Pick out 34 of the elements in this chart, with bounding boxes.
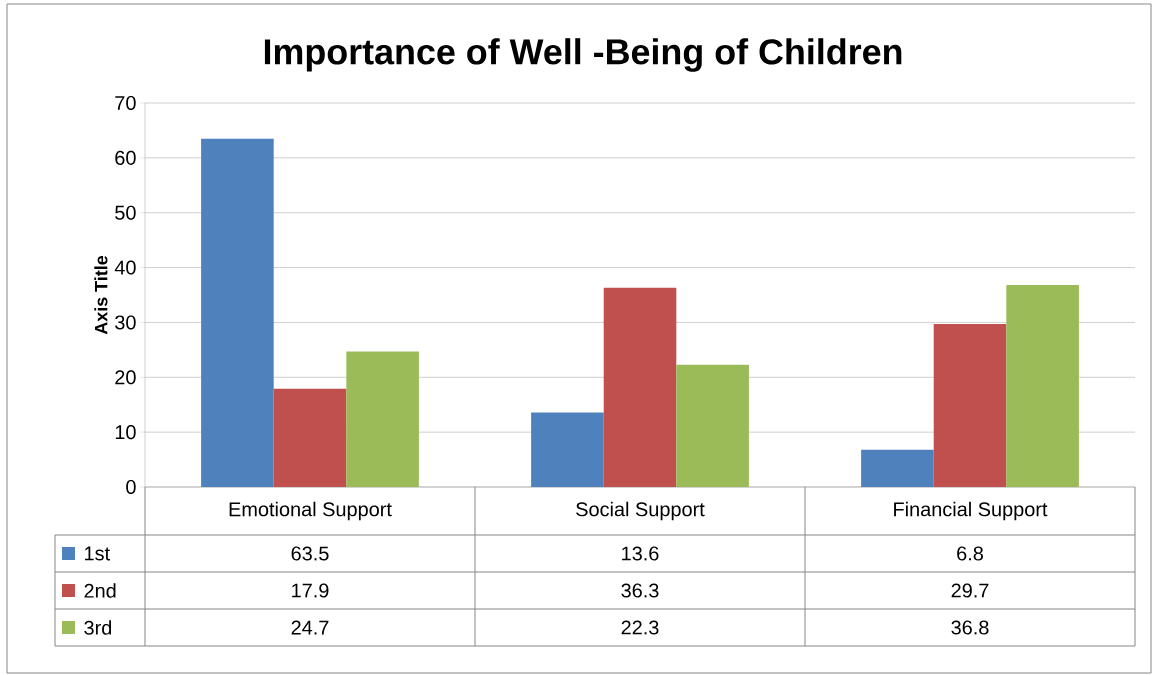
y-tick-label: 50: [115, 205, 136, 220]
bar: [676, 364, 749, 487]
y-tick-label: 60: [115, 150, 136, 165]
y-tick-label: 20: [115, 370, 136, 385]
y-tick-label: 10: [115, 425, 136, 440]
bar: [861, 449, 934, 487]
x-tick-label: Financial Support: [894, 501, 1048, 521]
y-tick-label: 30: [115, 315, 136, 330]
bar: [273, 388, 347, 487]
chart-title: Importance of Well -Being of Children: [264, 38, 902, 72]
legend-label: 2nd: [84, 583, 116, 598]
x-tick-label: Emotional Support: [229, 501, 392, 521]
data-label: 17.9: [292, 583, 329, 598]
bar: [531, 412, 604, 487]
y-tick-label: 0: [126, 479, 136, 495]
bar: [603, 287, 677, 487]
data-label: 22.3: [621, 620, 659, 635]
data-label: 29.7: [951, 583, 989, 598]
data-label: 63.5: [291, 546, 329, 561]
bar: [346, 351, 419, 487]
data-label: 24.7: [291, 620, 329, 635]
bar: [201, 138, 274, 487]
y-tick-label: 70: [115, 95, 136, 111]
data-label: 6.8: [957, 546, 983, 561]
y-tick-label: 40: [114, 260, 136, 275]
bar: [1006, 285, 1079, 487]
data-label: 36.8: [951, 620, 989, 635]
data-label: 13.6: [622, 546, 659, 561]
bar: [933, 324, 1007, 487]
x-tick-label: Social Support: [576, 501, 705, 521]
data-label: 36.3: [621, 583, 659, 598]
legend-label: 3rd: [84, 620, 112, 635]
legend-label: 1st: [85, 546, 110, 561]
y-axis-title: Axis Title: [94, 255, 108, 335]
